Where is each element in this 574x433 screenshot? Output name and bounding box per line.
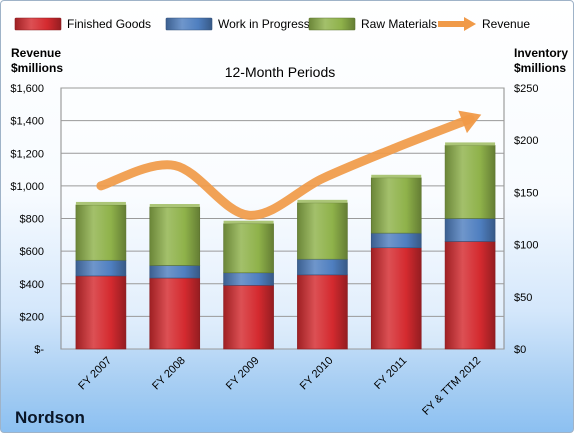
left-axis-title-line2: $millions	[11, 61, 63, 75]
bar-top-cap	[297, 199, 348, 203]
legend-swatch	[165, 17, 213, 31]
right-tick-label: $250	[514, 83, 538, 95]
bar-finished-goods	[297, 274, 348, 350]
bar-top-cap	[75, 201, 126, 205]
revenue-line	[96, 114, 475, 220]
left-tick-label: $1,200	[10, 148, 44, 160]
category-label: FY 2010	[298, 355, 336, 393]
bar-top-cap	[149, 204, 200, 208]
left-tick-label: $400	[20, 279, 44, 291]
category-label: FY 2011	[372, 355, 409, 392]
legend-label: Raw Materials	[361, 17, 437, 31]
bar-finished-goods	[149, 277, 201, 350]
legend-swatch	[14, 17, 62, 31]
bar-work-in-progress	[75, 259, 127, 277]
left-tick-label: $1,400	[10, 116, 44, 128]
bar-top-cap	[223, 220, 274, 224]
legend-label: Finished Goods	[67, 17, 151, 31]
legend-label-revenue: Revenue	[482, 17, 530, 31]
bar-finished-goods	[370, 247, 422, 350]
bar-raw-materials	[444, 145, 496, 219]
revenue-arrowhead	[458, 110, 482, 134]
right-axis-title-line2: $millions	[514, 61, 566, 75]
right-tick-label: $0	[514, 344, 526, 356]
bar-work-in-progress	[444, 218, 496, 242]
company-name: Nordson	[15, 408, 85, 427]
bar-raw-materials	[223, 223, 274, 274]
legend-swatch	[308, 17, 356, 31]
left-tick-label: $200	[20, 311, 44, 323]
left-tick-label: $-	[34, 344, 44, 356]
category-label: FY & TTM 2012	[420, 355, 483, 418]
left-axis-title-line1: Revenue	[11, 46, 61, 60]
legend-arrow-revenue	[464, 17, 476, 31]
right-tick-label: $150	[514, 187, 538, 199]
bar-top-cap	[445, 142, 496, 146]
bar-work-in-progress	[223, 272, 274, 286]
bar-raw-materials	[149, 206, 201, 266]
category-label: FY 2009	[224, 355, 262, 393]
chart-title: 12-Month Periods	[225, 64, 336, 80]
right-tick-label: $50	[514, 292, 532, 304]
left-tick-label: $1,000	[10, 181, 44, 193]
bar-top-cap	[371, 174, 422, 178]
bar-work-in-progress	[149, 265, 201, 279]
bar-finished-goods	[444, 241, 496, 350]
bar-finished-goods	[75, 275, 127, 350]
category-label: FY 2008	[150, 355, 188, 393]
left-tick-label: $1,600	[10, 83, 44, 95]
category-label: FY 2007	[76, 355, 114, 393]
right-tick-label: $200	[514, 135, 538, 147]
bar-finished-goods	[223, 285, 274, 350]
right-axis-title-line1: Inventory	[514, 46, 568, 60]
left-tick-label: $800	[20, 214, 44, 226]
bar-raw-materials	[297, 202, 348, 260]
bar-raw-materials	[75, 204, 127, 261]
bar-raw-materials	[370, 177, 422, 234]
bar-work-in-progress	[370, 232, 422, 249]
left-tick-label: $600	[20, 246, 44, 258]
legend-label: Work in Progress	[218, 17, 310, 31]
right-tick-label: $100	[514, 240, 538, 252]
bar-work-in-progress	[297, 258, 348, 276]
